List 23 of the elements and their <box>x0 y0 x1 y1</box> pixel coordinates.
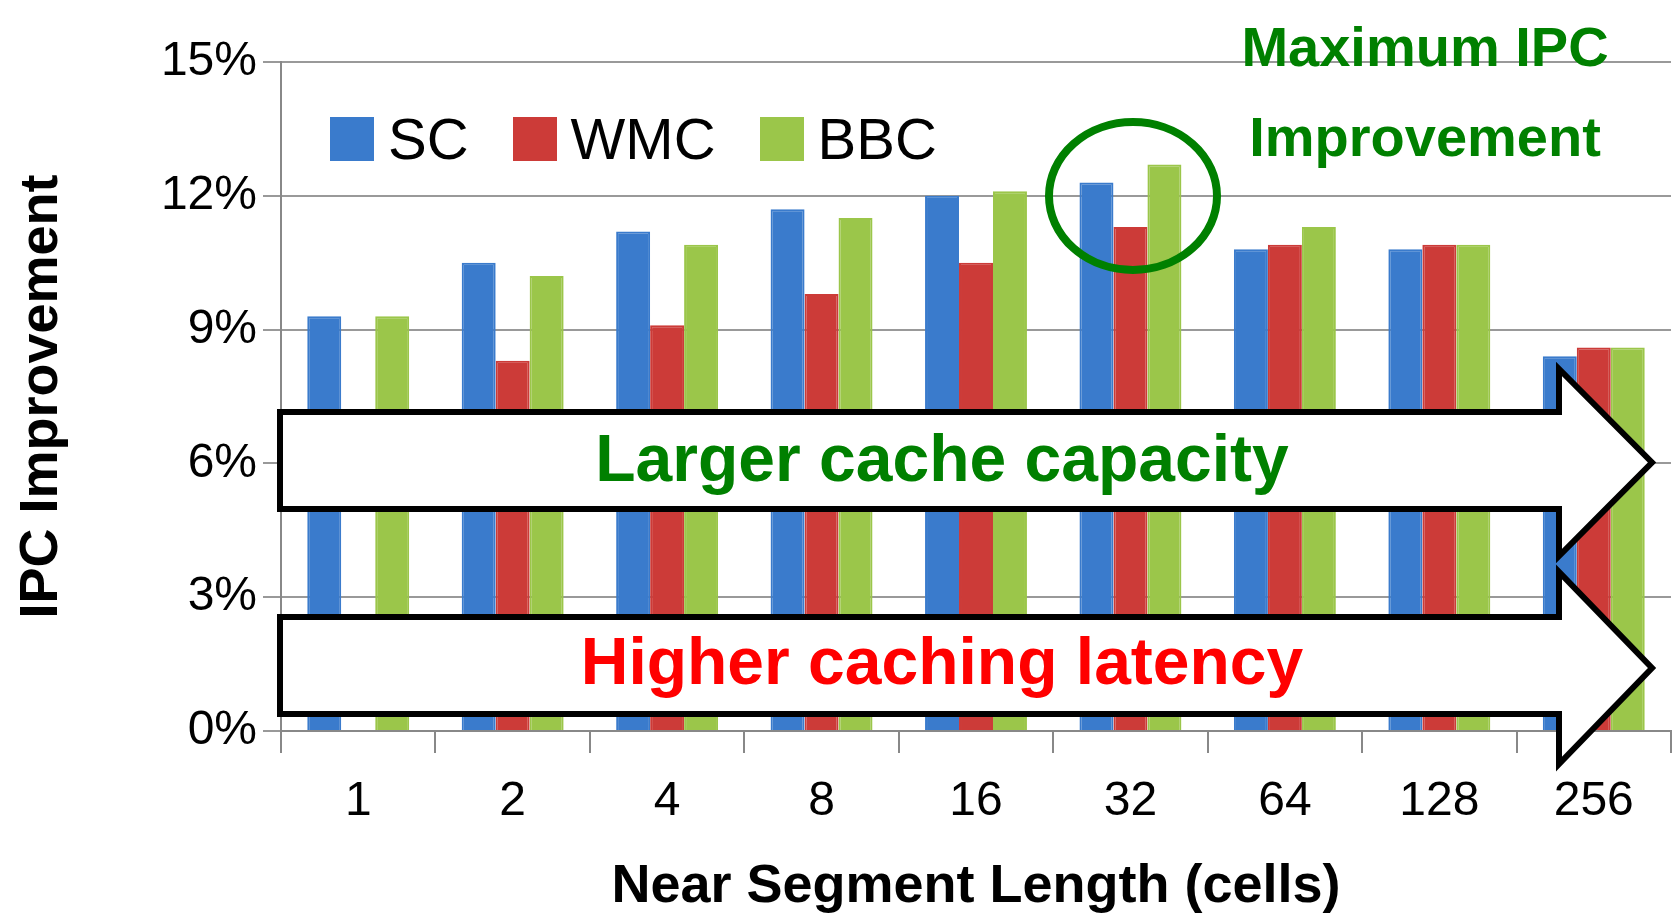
x-tick-label: 1 <box>344 772 372 826</box>
legend-label: BBC <box>817 105 937 172</box>
legend-label: SC <box>388 105 469 172</box>
annotation: Maximum IPC Improvement <box>1240 14 1610 170</box>
x-tick-label: 4 <box>653 772 681 826</box>
x-tick-label: 128 <box>1399 772 1480 826</box>
y-tick-label: 0% <box>187 701 257 755</box>
annotation: Larger cache capacity <box>595 420 1289 496</box>
y-tick-label: 12% <box>160 166 257 220</box>
y-tick-label: 15% <box>160 32 257 86</box>
x-tick-label: 16 <box>949 772 1003 826</box>
annotation: Higher caching latency <box>580 623 1304 699</box>
y-tick-label: 9% <box>187 299 257 353</box>
x-tick-label: 64 <box>1258 772 1312 826</box>
x-tick-label: 256 <box>1553 772 1634 826</box>
x-tick-label: 2 <box>499 772 527 826</box>
x-axis-title: Near Segment Length (cells) <box>611 853 1341 914</box>
y-tick-label: 6% <box>187 433 257 487</box>
legend-label: WMC <box>570 105 716 172</box>
x-tick-label: 8 <box>808 772 835 826</box>
y-tick-label: 3% <box>187 567 257 621</box>
y-axis-title: IPC Improvement <box>8 174 69 619</box>
x-tick-label: 32 <box>1103 772 1158 826</box>
